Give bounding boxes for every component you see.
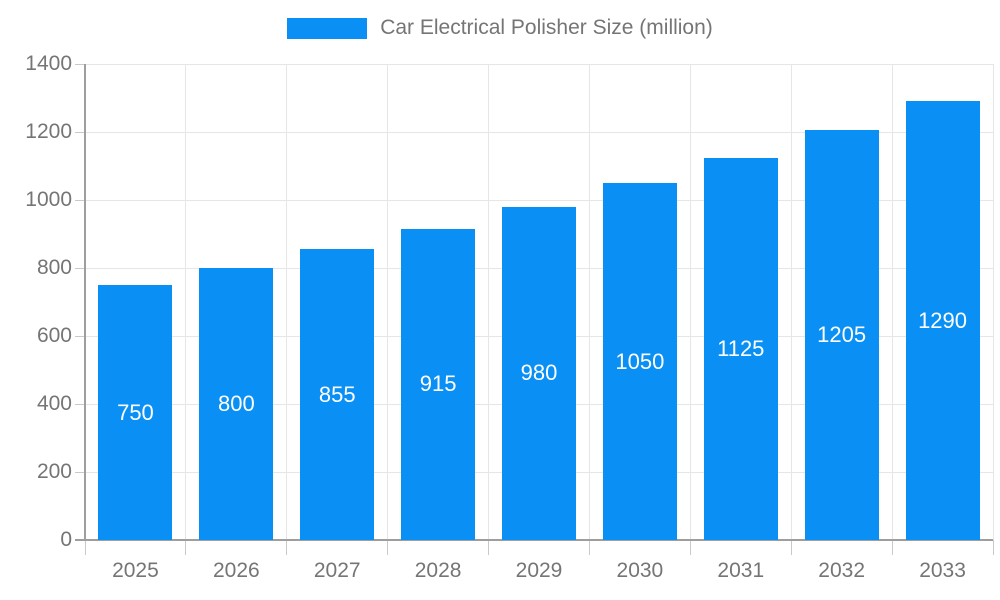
bar-value-label: 980 <box>520 360 558 386</box>
bar-2031: 1125 <box>703 157 778 540</box>
x-tick-mark <box>387 540 389 555</box>
x-gridline <box>488 64 490 540</box>
x-gridline <box>891 64 893 540</box>
bar-2028: 915 <box>401 228 476 540</box>
legend-swatch[interactable] <box>287 17 368 39</box>
x-tick-mark <box>790 540 792 555</box>
chart-legend[interactable]: Car Electrical Polisher Size (million) <box>0 16 1000 40</box>
y-axis-tick-label: 200 <box>36 460 72 483</box>
bar-value-label: 800 <box>217 391 255 416</box>
y-tick-mark <box>75 63 85 65</box>
bar-value-label: 915 <box>419 371 457 397</box>
bar-value-label: 1205 <box>817 322 867 348</box>
x-gridline <box>689 64 691 540</box>
bar-value-label: 750 <box>117 399 154 425</box>
x-axis-tick-label: 2029 <box>515 559 563 582</box>
x-axis-tick-label: 2027 <box>313 559 361 582</box>
x-gridline <box>387 64 389 540</box>
x-axis-tick-label: 2030 <box>616 559 664 582</box>
x-axis-tick-label: 2025 <box>112 559 159 582</box>
x-tick-mark <box>286 540 288 555</box>
y-axis-tick-label: 600 <box>36 324 72 347</box>
bar-2027: 855 <box>300 249 375 540</box>
x-gridline <box>286 64 288 540</box>
x-gridline <box>185 64 187 540</box>
bar-2026: 800 <box>199 268 274 540</box>
x-axis-tick-label: 2028 <box>414 559 462 582</box>
legend-label[interactable]: Car Electrical Polisher Size (million) <box>380 16 713 39</box>
x-tick-mark <box>992 540 994 555</box>
y-tick-mark <box>75 199 85 201</box>
x-axis-tick-label: 2031 <box>717 559 765 582</box>
y-gridline <box>85 63 993 65</box>
x-tick-mark <box>84 540 86 555</box>
y-axis-line <box>84 64 86 540</box>
x-tick-mark <box>185 540 187 555</box>
y-tick-mark <box>75 335 85 337</box>
x-gridline <box>992 64 994 540</box>
bar-2033: 1290 <box>905 101 980 540</box>
y-axis-tick-label: 1000 <box>25 188 72 211</box>
x-axis-tick-label: 2032 <box>818 559 866 582</box>
bar-value-label: 1050 <box>615 348 665 374</box>
y-axis-tick-label: 1200 <box>25 120 72 143</box>
bar-2032: 1205 <box>804 130 879 540</box>
x-gridline <box>790 64 792 540</box>
x-gridline <box>588 64 590 540</box>
y-gridline <box>85 131 993 133</box>
x-tick-mark <box>689 540 691 555</box>
x-axis-tick-label: 2033 <box>919 559 966 582</box>
bar-value-label: 1125 <box>717 335 765 361</box>
x-tick-mark <box>588 540 590 555</box>
y-axis-tick-label: 0 <box>60 528 72 551</box>
y-axis-tick-label: 800 <box>36 256 72 279</box>
bar-value-label: 1290 <box>918 307 968 333</box>
x-tick-mark <box>488 540 490 555</box>
bar-2029: 980 <box>502 206 576 540</box>
x-tick-mark <box>891 540 893 555</box>
x-axis-tick-label: 2026 <box>212 559 260 582</box>
bar-2030: 1050 <box>602 183 677 540</box>
y-tick-mark <box>75 131 85 133</box>
y-tick-mark <box>75 403 85 405</box>
y-tick-mark <box>75 267 85 269</box>
y-axis-tick-label: 400 <box>36 392 72 415</box>
y-tick-mark <box>75 471 85 473</box>
bar-2025: 750 <box>98 285 173 540</box>
y-gridline <box>85 199 993 201</box>
bar-value-label: 855 <box>318 381 356 407</box>
y-axis-tick-label: 1400 <box>25 52 72 75</box>
x-axis-line <box>75 539 993 541</box>
